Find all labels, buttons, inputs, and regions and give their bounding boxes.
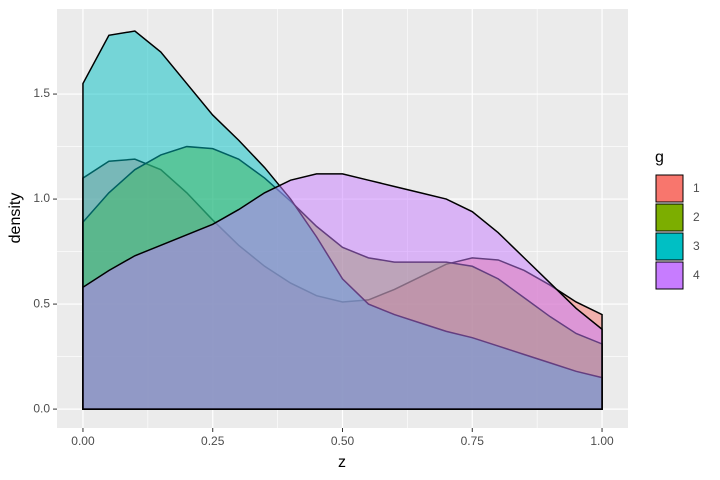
y-tick-label: 1.5 <box>33 86 50 100</box>
legend-label: 1 <box>693 181 700 195</box>
x-tick-label: 0.00 <box>71 434 95 448</box>
legend-key <box>655 261 684 290</box>
x-axis-title: z <box>338 454 346 471</box>
x-tick-label: 0.75 <box>461 434 485 448</box>
y-tick-label: 0.5 <box>33 296 50 310</box>
legend-key <box>655 232 684 261</box>
legend-label: 3 <box>693 239 700 253</box>
y-axis-title: density <box>7 193 24 244</box>
y-tick-label: 1.0 <box>33 191 50 205</box>
x-tick-label: 1.00 <box>590 434 614 448</box>
legend-title: g <box>655 149 664 166</box>
legend-key <box>655 174 684 203</box>
legend-key <box>655 203 684 232</box>
x-tick-label: 0.25 <box>201 434 225 448</box>
legend-label: 4 <box>693 268 700 282</box>
y-tick-label: 0.0 <box>33 401 50 415</box>
legend-label: 2 <box>693 210 700 224</box>
x-tick-label: 0.50 <box>331 434 355 448</box>
density-area <box>82 173 603 410</box>
